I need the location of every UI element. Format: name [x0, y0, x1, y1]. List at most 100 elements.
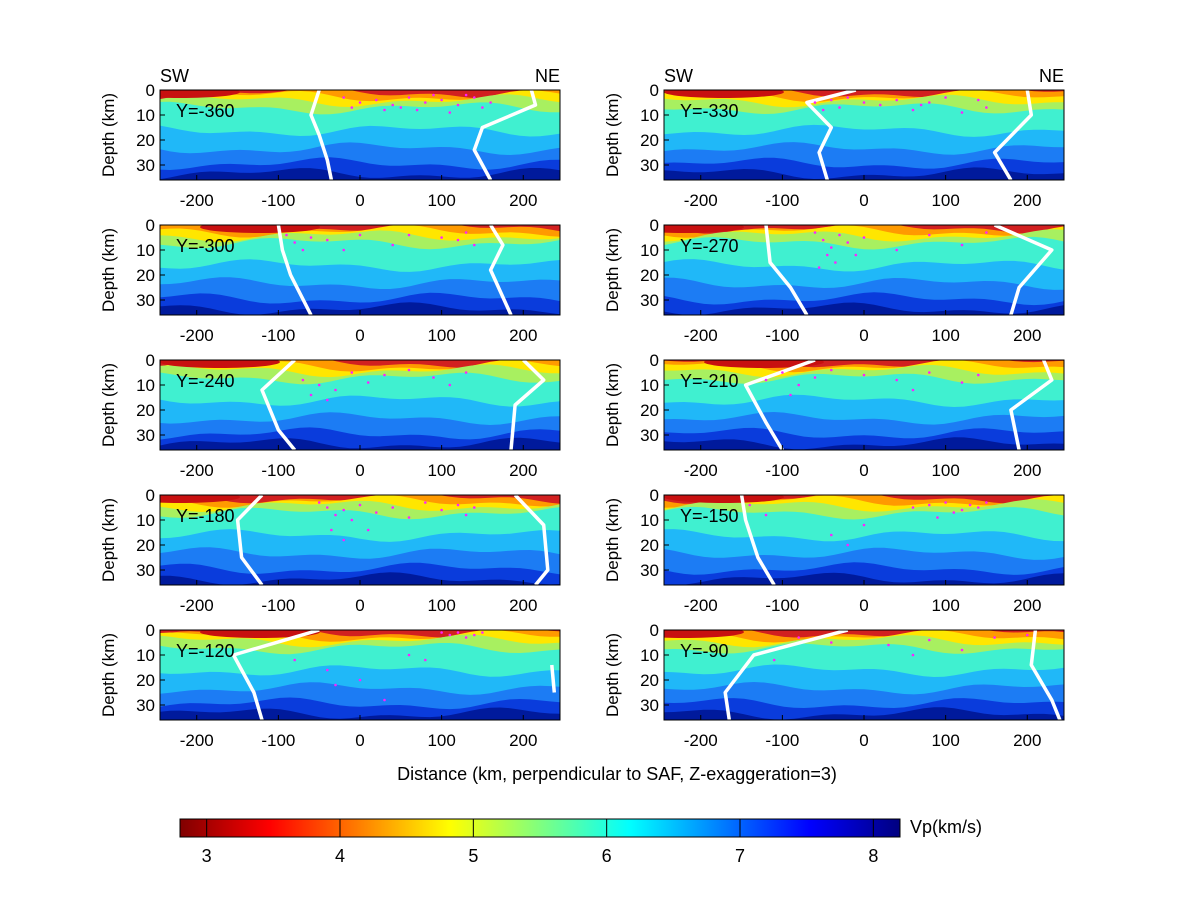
earthquake-marker — [944, 96, 947, 99]
earthquake-marker — [473, 633, 476, 637]
earthquake-marker — [326, 668, 329, 672]
earthquake-marker — [911, 388, 915, 392]
earthquake-marker — [789, 393, 792, 397]
y-tick-label: 10 — [136, 106, 155, 125]
earthquake-marker — [862, 236, 866, 239]
earthquake-marker — [764, 513, 768, 517]
earthquake-marker — [326, 238, 329, 242]
x-tick-label: 0 — [859, 461, 868, 480]
panel-label: Y=-210 — [680, 371, 739, 391]
earthquake-marker — [350, 106, 354, 109]
earthquake-marker — [326, 506, 329, 509]
orientation-label-sw: SW — [664, 66, 693, 86]
panel-label: Y=-150 — [680, 506, 739, 526]
earthquake-marker — [826, 253, 829, 257]
earthquake-marker — [464, 371, 468, 374]
colorbar-gradient — [179, 818, 901, 838]
x-tick-label: 200 — [509, 731, 537, 750]
earthquake-marker — [415, 108, 419, 112]
earthquake-marker — [993, 636, 996, 639]
colorbar-tick-label: 5 — [468, 846, 478, 866]
vp-contour-line — [231, 630, 320, 720]
earthquake-marker — [301, 378, 305, 382]
earthquake-marker — [440, 631, 443, 634]
earthquake-marker — [895, 248, 898, 252]
earthquake-marker — [977, 373, 980, 377]
vp-contour-line — [550, 664, 557, 693]
low-velocity-anomaly — [664, 630, 744, 638]
earthquake-marker — [293, 658, 297, 662]
earthquake-marker — [309, 236, 313, 239]
x-tick-label: 100 — [427, 461, 455, 480]
x-tick-label: 0 — [859, 191, 868, 210]
earthquake-marker — [342, 538, 346, 542]
earthquake-marker — [952, 511, 956, 514]
panel-label: Y=-90 — [680, 641, 729, 661]
earthquake-marker — [797, 383, 800, 387]
earthquake-marker — [489, 101, 492, 104]
y-tick-label: 30 — [136, 696, 155, 715]
earthquake-marker — [481, 631, 484, 634]
y-tick-label: 10 — [640, 376, 659, 395]
y-axis-label: Depth (km) — [603, 498, 622, 582]
earthquake-marker — [456, 631, 460, 634]
x-tick-label: -100 — [765, 461, 799, 480]
y-tick-label: 0 — [650, 81, 659, 100]
earthquake-marker — [432, 93, 435, 97]
x-tick-label: 200 — [509, 596, 537, 615]
panel-label: Y=-240 — [176, 371, 235, 391]
y-axis-label: Depth (km) — [99, 228, 118, 312]
y-axis-label: Depth (km) — [603, 633, 622, 717]
x-tick-label: 0 — [859, 326, 868, 345]
y-axis-label: Depth (km) — [99, 633, 118, 717]
section-panel: Y=-90 -200 -100 0 100 200 0 10 20 30 Depth (km) — [603, 621, 1065, 750]
x-tick-label: 200 — [1013, 461, 1041, 480]
x-tick-label: 0 — [355, 596, 364, 615]
earthquake-marker — [846, 543, 849, 547]
y-tick-label: 30 — [640, 156, 659, 175]
y-tick-label: 30 — [640, 426, 659, 445]
earthquake-marker — [456, 238, 460, 242]
x-tick-label: 0 — [859, 596, 868, 615]
y-tick-label: 20 — [640, 131, 659, 150]
y-axis-label: Depth (km) — [99, 498, 118, 582]
vp-contour-line — [309, 90, 334, 180]
earthquake-marker — [928, 503, 931, 507]
y-axis-label: Depth (km) — [99, 363, 118, 447]
vp-contour-line — [276, 225, 313, 315]
x-tick-label: -200 — [180, 731, 214, 750]
x-tick-label: 100 — [931, 731, 959, 750]
y-tick-label: 0 — [650, 621, 659, 640]
earthquake-marker — [317, 501, 321, 504]
earthquake-marker — [748, 503, 751, 507]
y-tick-label: 30 — [640, 561, 659, 580]
earthquake-marker — [407, 653, 411, 657]
earthquake-marker — [830, 246, 833, 249]
earthquake-marker — [391, 506, 395, 509]
section-panel: Y=-360 -200 -100 0 100 200 0 10 20 30 Depth (km) SW… — [99, 66, 561, 210]
x-tick-label: 100 — [931, 191, 959, 210]
earthquake-marker — [317, 383, 321, 387]
low-velocity-anomaly — [200, 630, 320, 638]
earthquake-marker — [944, 501, 947, 504]
y-tick-label: 30 — [136, 156, 155, 175]
vp-contour-line — [260, 360, 297, 450]
y-tick-label: 0 — [146, 351, 155, 370]
section-panel: Y=-330 -200 -100 0 100 200 0 10 20 30 Depth (km) SW… — [603, 66, 1065, 210]
x-tick-label: 0 — [355, 326, 364, 345]
y-tick-label: 0 — [146, 81, 155, 100]
earthquake-marker — [350, 518, 354, 522]
x-tick-label: -200 — [180, 596, 214, 615]
x-tick-label: 200 — [509, 326, 537, 345]
section-panel: Y=-120 -200 -100 0 100 200 0 10 20 30 Depth (km) — [99, 621, 561, 750]
x-tick-label: -200 — [180, 191, 214, 210]
y-tick-label: 30 — [640, 696, 659, 715]
velocity-layer — [664, 167, 1064, 180]
x-tick-label: -100 — [765, 596, 799, 615]
vp-contour-line — [739, 495, 776, 585]
x-tick-label: 200 — [509, 461, 537, 480]
x-tick-label: 200 — [1013, 731, 1041, 750]
earthquake-marker — [440, 236, 443, 239]
vp-contour-line — [764, 225, 809, 315]
colorbar-tick-label: 3 — [202, 846, 212, 866]
